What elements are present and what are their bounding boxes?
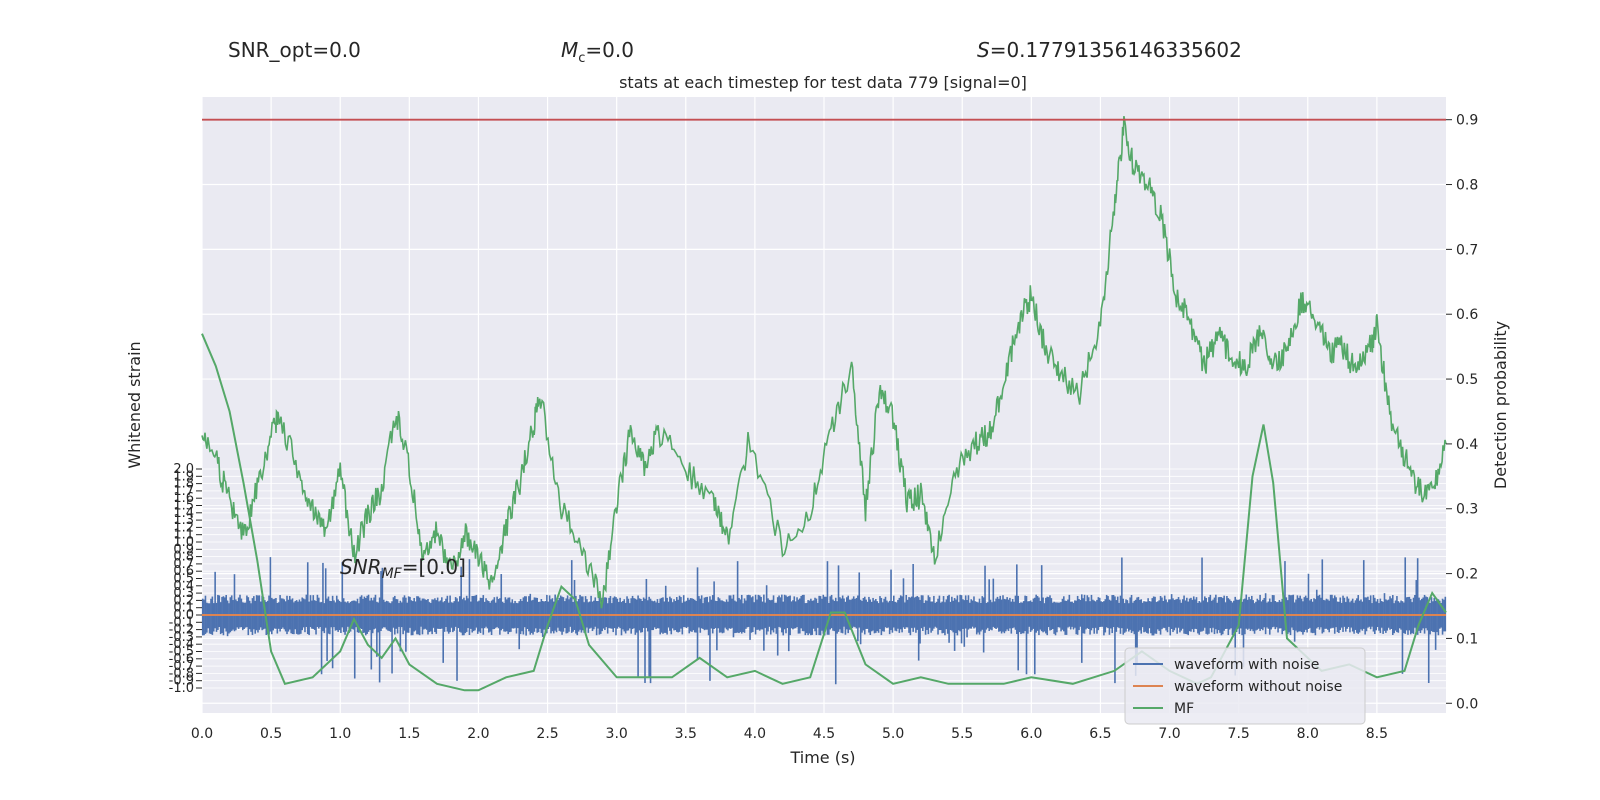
x-tick-label: 5.5 xyxy=(951,726,973,742)
x-tick-label: 4.5 xyxy=(813,726,835,742)
axes: 0.0 0.5 1.0 1.5 2.0 2.5 3.0 3.5 4.0 4.5 5.0 5.5 6.0 6… xyxy=(169,113,1479,742)
left-tick-label: 1.4 xyxy=(173,506,194,521)
x-tick-label: 3.0 xyxy=(606,726,628,742)
right-tick-label: 0.3 xyxy=(1456,502,1478,518)
x-tick-label: 5.0 xyxy=(882,726,904,742)
x-tick-label: 0.0 xyxy=(191,726,213,742)
legend-box xyxy=(1124,647,1366,725)
left-tick-label: 0.5 xyxy=(173,572,194,587)
left-tick-label: -0.2 xyxy=(169,623,194,638)
x-tick-label: 8.5 xyxy=(1366,726,1388,742)
x-tick-label: 6.0 xyxy=(1020,726,1042,742)
right-tick-label: 0.2 xyxy=(1456,567,1478,583)
left-tick-label: 1.7 xyxy=(173,484,194,499)
left-tick-label: 0.7 xyxy=(173,557,194,572)
legend: waveform with noise waveform without noi… xyxy=(1124,647,1366,725)
x-tick-label: 2.0 xyxy=(467,726,489,742)
chirp-mass-label: Mc=0.0 xyxy=(561,38,634,66)
snr-mf-symbol: SNR xyxy=(340,555,382,579)
left-tick-label: -0.5 xyxy=(169,645,194,660)
legend-label-clean: waveform without noise xyxy=(1174,679,1342,695)
chirp-mass-value: =0.0 xyxy=(585,38,634,62)
left-tick-label: 1.8 xyxy=(173,477,194,492)
x-tick-label: 1.5 xyxy=(398,726,420,742)
legend-label-mf: MF xyxy=(1174,701,1194,717)
mf-series xyxy=(201,333,1447,692)
left-tick-label: -0.8 xyxy=(169,666,194,681)
x-tick-label: 1.0 xyxy=(329,726,351,742)
x-tick-label: 7.0 xyxy=(1158,726,1180,742)
right-tick-label: 0.5 xyxy=(1456,372,1478,388)
left-tick-label: -0.4 xyxy=(169,637,194,652)
left-tick-label: 1.9 xyxy=(173,469,194,484)
left-tick-label: -0.3 xyxy=(169,630,194,645)
legend-label-noise: waveform with noise xyxy=(1174,657,1319,673)
right-tick-label: 0.7 xyxy=(1456,242,1478,258)
right-tick-label: 0.8 xyxy=(1456,178,1478,194)
left-tick-label: -0.7 xyxy=(169,659,194,674)
left-tick-label: 0.9 xyxy=(173,542,194,557)
x-tick-label: 3.5 xyxy=(675,726,697,742)
snr-opt-label: SNR_opt=0.0 xyxy=(228,38,361,62)
left-tick-label: 0.0 xyxy=(173,608,194,623)
x-tick-label: 8.0 xyxy=(1297,726,1319,742)
right-tick-label: 0.1 xyxy=(1456,631,1478,647)
left-tick-label: 2.0 xyxy=(173,462,194,477)
right-tick-label: 0.0 xyxy=(1456,696,1478,712)
left-tick-label: -0.9 xyxy=(169,674,194,689)
left-tick-label: 1.6 xyxy=(173,491,194,506)
chart-title: stats at each timestep for test data 779… xyxy=(619,73,1027,92)
x-tick-label: 7.5 xyxy=(1228,726,1250,742)
snr-mf-subscript: MF xyxy=(382,566,403,582)
x-tick-label: 6.5 xyxy=(1089,726,1111,742)
left-tick-label: -0.6 xyxy=(169,652,194,667)
right-tick-label: 0.6 xyxy=(1456,307,1478,323)
right-tick-label: 0.4 xyxy=(1456,437,1478,453)
snr-mf-annotation: SNRMF=[0.0] xyxy=(340,555,466,582)
left-tick-label: -0.1 xyxy=(169,615,194,630)
chirp-mass-symbol: M xyxy=(561,38,579,62)
left-tick-label: 1.1 xyxy=(173,528,194,543)
left-tick-label: 1.3 xyxy=(173,513,194,528)
detection-probability-series xyxy=(201,115,1447,609)
left-tick-label: 0.4 xyxy=(173,579,194,594)
score-symbol: S xyxy=(977,38,990,62)
left-tick-label: 1.2 xyxy=(173,520,194,535)
x-tick-label: 4.0 xyxy=(744,726,766,742)
chirp-mass-subscript: c xyxy=(578,51,586,66)
left-tick-label: 1.5 xyxy=(173,499,194,514)
x-tick-label: 2.5 xyxy=(536,726,558,742)
right-axis-label: Detection probability xyxy=(1491,321,1510,489)
x-tick-label: 0.5 xyxy=(260,726,282,742)
left-axis-label: Whitened strain xyxy=(125,341,144,468)
left-tick-label: 0.6 xyxy=(173,564,194,579)
left-tick-label: 0.8 xyxy=(173,550,194,565)
left-tick-label: 0.3 xyxy=(173,586,194,601)
left-tick-label: 0.1 xyxy=(173,601,194,616)
right-tick-label: 0.9 xyxy=(1456,113,1478,129)
score-value: =0.17791356146335602 xyxy=(989,38,1242,62)
snr-mf-value: =[0.0] xyxy=(402,555,466,579)
left-tick-label: 1.0 xyxy=(173,535,194,550)
score-label: S=0.17791356146335602 xyxy=(977,38,1242,62)
left-tick-label: -1.0 xyxy=(169,681,194,696)
left-tick-label: 0.2 xyxy=(173,593,194,608)
x-axis-label: Time (s) xyxy=(789,748,855,767)
